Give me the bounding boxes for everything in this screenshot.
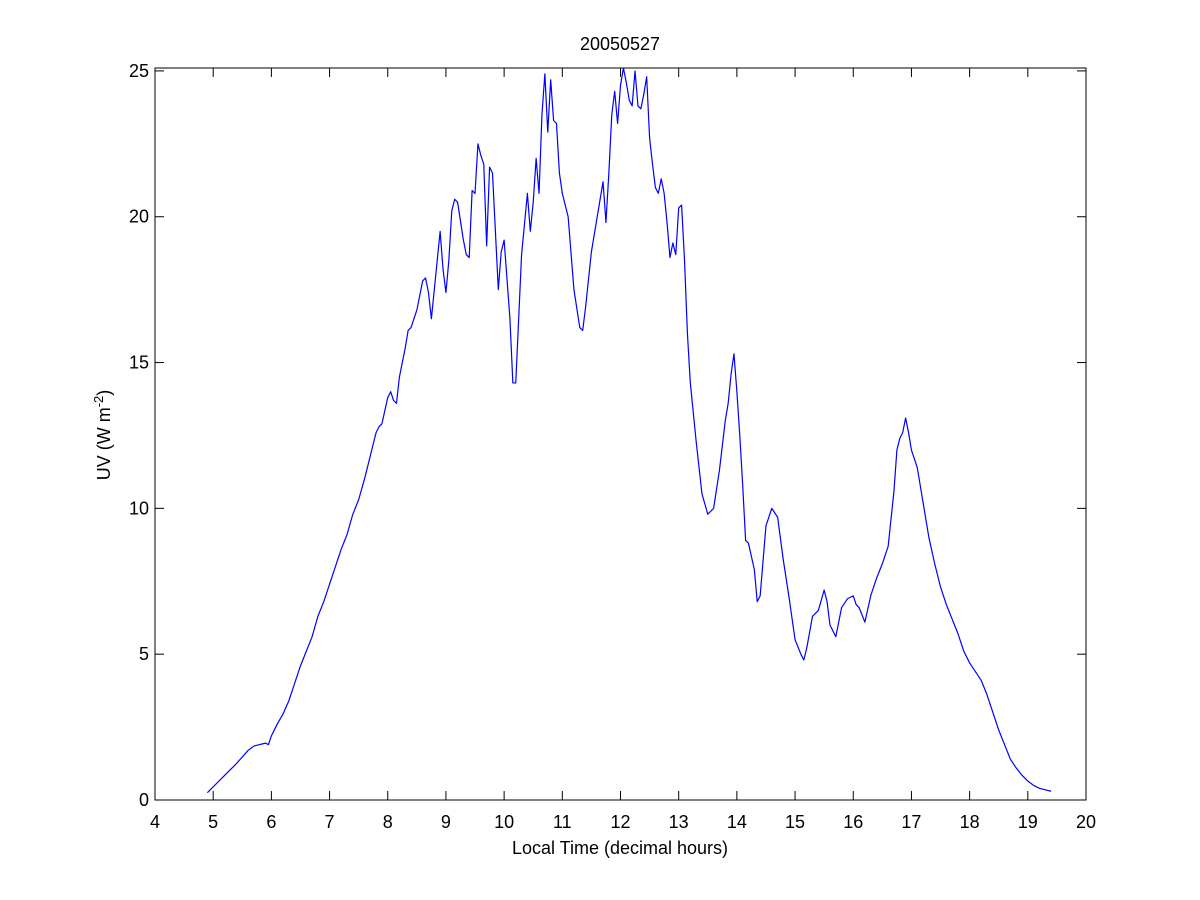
x-tick-label: 6: [266, 812, 276, 832]
y-axis-label-text: UV (W m: [94, 407, 114, 480]
x-tick-label: 15: [785, 812, 805, 832]
x-tick-label: 19: [1018, 812, 1038, 832]
x-tick-label: 20: [1076, 812, 1096, 832]
x-axis-label: Local Time (decimal hours): [512, 838, 728, 858]
x-tick-label: 9: [441, 812, 451, 832]
y-axis-label: UV (W m-2): [91, 390, 114, 481]
x-tick-label: 14: [727, 812, 747, 832]
y-axis-label-superscript: -2: [91, 396, 106, 408]
x-tick-label: 13: [669, 812, 689, 832]
x-tick-label: 10: [494, 812, 514, 832]
x-tick-label: 18: [960, 812, 980, 832]
chart-title: 20050527: [580, 34, 660, 54]
x-tick-label: 17: [901, 812, 921, 832]
y-tick-label: 15: [129, 353, 149, 373]
x-tick-label: 4: [150, 812, 160, 832]
y-tick-label: 10: [129, 498, 149, 518]
y-tick-label: 25: [129, 61, 149, 81]
x-tick-label: 12: [610, 812, 630, 832]
y-tick-label: 5: [139, 644, 149, 664]
x-tick-label: 11: [553, 812, 572, 832]
uv-line: [206, 67, 1052, 794]
x-tick-label: 8: [383, 812, 393, 832]
x-tick-label: 7: [325, 812, 335, 832]
y-tick-label: 0: [139, 790, 149, 810]
x-tick-label: 5: [208, 812, 218, 832]
x-tick-label: 16: [843, 812, 863, 832]
y-tick-label: 20: [129, 207, 149, 227]
y-axis-label-suffix: ): [94, 390, 114, 396]
